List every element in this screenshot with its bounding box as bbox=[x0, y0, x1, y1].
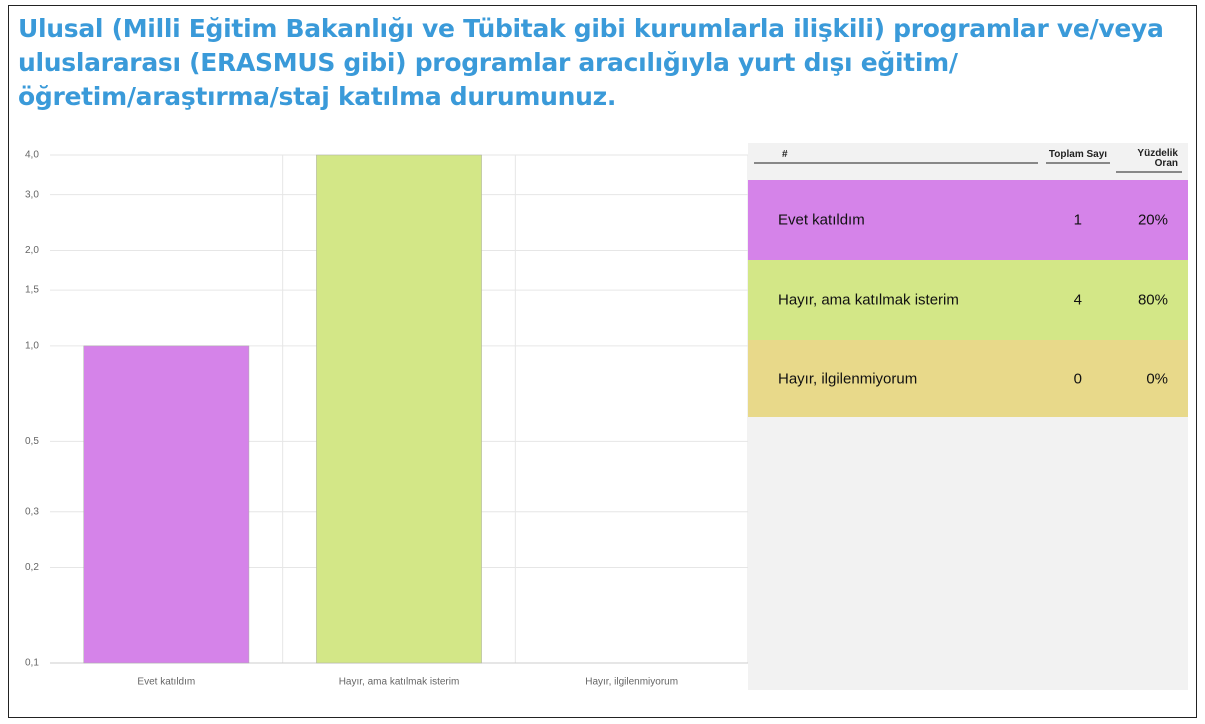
y-tick-label: 0,5 bbox=[25, 436, 39, 447]
frame bbox=[8, 5, 1197, 718]
header-cell: Yüzdelik Oran bbox=[1116, 149, 1182, 173]
y-tick-label: 1,0 bbox=[25, 341, 39, 352]
table-cell: 1 bbox=[1073, 211, 1082, 229]
table-cell: Hayır, ilgilenmiyorum bbox=[778, 370, 918, 387]
y-tick-label: 0,3 bbox=[25, 506, 39, 517]
table-row: Hayır, ilgilenmiyorum 0 0% bbox=[748, 340, 1188, 417]
y-tick-label: 4,0 bbox=[25, 150, 39, 161]
table-row: Evet katıldım 1 20% bbox=[748, 180, 1188, 260]
x-tick-label: Hayır, ama katılmak isterim bbox=[339, 677, 460, 688]
table-cell: 80% bbox=[1137, 291, 1168, 309]
y-tick-label: 0,1 bbox=[25, 658, 39, 669]
chart: 0,1 0,2 0,3 0,5 1,0 1,5 2,0 3,0 4,0 Evet katıldım… bbox=[25, 150, 748, 688]
table-row: Hayır, ama katılmak isterim 4 80% bbox=[748, 260, 1188, 340]
x-tick-label: Evet katıldım bbox=[137, 677, 195, 688]
table-header: # Toplam Sayı Yüzdelik Oran bbox=[748, 143, 1188, 180]
results-table: # Toplam Sayı Yüzdelik Oran Evet katıldım 1 2… bbox=[748, 143, 1188, 690]
table-cell: 20% bbox=[1137, 211, 1168, 229]
y-tick-label: 3,0 bbox=[25, 189, 39, 200]
bar bbox=[316, 154, 482, 664]
y-tick-label: 0,2 bbox=[25, 562, 39, 573]
y-tick-label: 1,5 bbox=[25, 285, 39, 296]
table-cell: 4 bbox=[1073, 291, 1082, 309]
question-title: Ulusal (Milli Eğitim Bakanlığı ve Tübita… bbox=[18, 14, 1164, 111]
table-cell: 0 bbox=[1073, 370, 1082, 387]
x-tick-label: Hayır, ilgilenmiyorum bbox=[585, 677, 678, 688]
y-tick-label: 2,0 bbox=[25, 245, 39, 256]
header-cell: Toplam Sayı bbox=[1046, 149, 1110, 164]
table-cell: Hayır, ama katılmak isterim bbox=[778, 291, 959, 309]
header-cell: # bbox=[754, 149, 1038, 164]
table-cell: 0% bbox=[1146, 370, 1168, 387]
table-cell: Evet katıldım bbox=[778, 211, 865, 229]
bar bbox=[83, 345, 250, 664]
